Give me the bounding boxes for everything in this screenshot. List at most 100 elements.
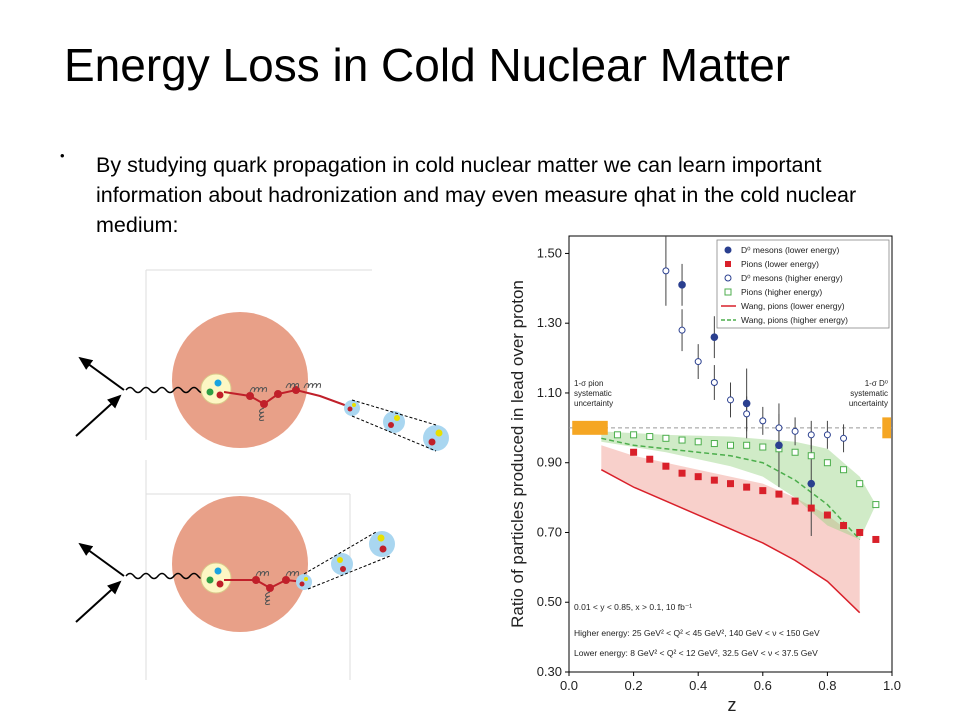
pion-systematic-band (572, 420, 608, 435)
pion-lower-point (630, 448, 638, 456)
d0-higher-point (775, 424, 783, 432)
pion-higher-point (759, 443, 767, 451)
d0-sys-label-1: 1-σ D⁰ (865, 379, 888, 388)
x-tick-label: 0.0 (560, 678, 578, 693)
legend-entry: Wang, pions (higher energy) (741, 315, 848, 325)
x-tick-label: 0.2 (625, 678, 643, 693)
hadron-top-3 (423, 425, 449, 451)
hadron-bottom-3 (369, 531, 395, 557)
pion-higher-point (727, 441, 734, 449)
pion-lower-point (775, 490, 783, 498)
pion-lower-point (856, 528, 864, 536)
wang-higher-band (601, 431, 876, 540)
pion-lower-point (694, 473, 702, 481)
d0-lower-point (775, 441, 783, 450)
y-tick-label: 1.30 (537, 315, 562, 330)
legend-entry: Pions (lower energy) (741, 259, 819, 269)
pion-lower-point (743, 483, 751, 491)
legend-box (716, 239, 890, 329)
d0-higher-point (791, 427, 799, 435)
bullet-marker: • (60, 148, 65, 163)
pion-higher-point (743, 441, 751, 449)
pion-higher-point (807, 452, 815, 460)
d0-systematic-band (882, 417, 891, 439)
hadron-bottom-2 (331, 553, 353, 575)
d0-higher-point (678, 326, 686, 334)
pion-lower-point (807, 504, 815, 512)
slide-title: Energy Loss in Cold Nuclear Matter (64, 39, 791, 91)
y-tick-label: 1.50 (537, 245, 562, 260)
pion-higher-point (613, 431, 621, 439)
bullet-text: By studying quark propagation in cold nu… (96, 153, 857, 237)
x-axis-label: z (728, 695, 737, 715)
pion-higher-point (662, 434, 670, 442)
pion-higher-point (694, 438, 702, 446)
photon-wave-bottom (125, 572, 207, 580)
d0-higher-point (694, 358, 702, 366)
y-tick-label: 0.70 (537, 524, 562, 539)
legend-symbol-d0-higher (724, 274, 732, 282)
nucleus-bottom (172, 496, 308, 632)
pion-higher-point (872, 501, 880, 509)
diagram-frames (145, 269, 372, 680)
pion-lower-point (872, 535, 880, 543)
d0-higher-point (710, 378, 718, 386)
x-tick-label: 1.0 (883, 678, 901, 693)
hadron-bottom-1 (296, 574, 312, 590)
d0-lower-point (807, 479, 816, 488)
pion-sys-label-1: 1-σ pion (574, 379, 603, 388)
d0-higher-point (743, 410, 751, 418)
gluon-loops-top (249, 383, 321, 421)
d0-higher-point (823, 431, 831, 439)
pion-sys-label-3: uncertainty (574, 399, 613, 408)
legend-entry: D⁰ mesons (lower energy) (741, 245, 840, 255)
pion-lower-point (678, 469, 686, 477)
wang-higher-curve (601, 437, 861, 540)
pion-higher-point (646, 433, 654, 441)
d0-lower-point (678, 281, 686, 289)
pion-lower-point (759, 487, 767, 495)
y-tick-label: 0.50 (537, 594, 562, 609)
top-panel (75, 312, 449, 452)
legend-symbol-d0-lower (724, 246, 732, 254)
legend-symbol-pions-higher (724, 288, 732, 296)
quark-propagation-diagram (75, 269, 449, 680)
legend-entry: D⁰ mesons (higher energy) (741, 273, 843, 283)
pion-lower-point (840, 522, 848, 530)
legend-symbol-pions-lower (725, 261, 731, 267)
legend-entry: Pions (higher energy) (741, 287, 822, 297)
quark-path-bottom (224, 576, 305, 592)
d0-higher-point (807, 431, 815, 439)
y-tick-label: 1.10 (537, 385, 562, 400)
quark-path-top (223, 386, 351, 408)
bottom-panel (75, 496, 395, 632)
y-tick-label: 0.90 (537, 455, 562, 470)
d0-higher-point (727, 396, 734, 404)
d0-sys-label-3: uncertainty (849, 399, 888, 408)
pion-higher-point (710, 440, 718, 448)
higher-energy-note: Higher energy: 25 GeV² < Q² < 45 GeV², 1… (574, 628, 820, 638)
d0-higher-point (840, 434, 848, 442)
pion-lower-point (662, 462, 670, 470)
d0-lower-point (710, 333, 719, 341)
d0-lower-point (742, 399, 751, 408)
d0-higher-point (662, 267, 670, 275)
chart-legend: D⁰ mesons (lower energy) Pions (lower en… (716, 239, 890, 329)
pion-lower-point (727, 480, 734, 488)
pion-higher-point (791, 448, 799, 456)
photon-wave-top (125, 386, 207, 394)
pion-sys-label-2: systematic (574, 389, 612, 398)
x-tick-label: 0.4 (689, 678, 707, 693)
x-tick-label: 0.6 (754, 678, 772, 693)
y-tick-label: 0.30 (537, 664, 562, 679)
pion-lower-point (823, 511, 831, 519)
d0-sys-label-2: systematic (850, 389, 888, 398)
pion-higher-point (823, 459, 831, 467)
nucleus-top (172, 312, 308, 448)
pion-higher-point (856, 480, 864, 488)
pion-higher-point (840, 466, 848, 474)
y-axis-label: Ratio of particles produced in lead over… (508, 280, 527, 628)
nucleon-top (200, 373, 232, 405)
legend-entry: Wang, pions (lower energy) (741, 301, 845, 311)
pion-lower-point (646, 455, 654, 463)
